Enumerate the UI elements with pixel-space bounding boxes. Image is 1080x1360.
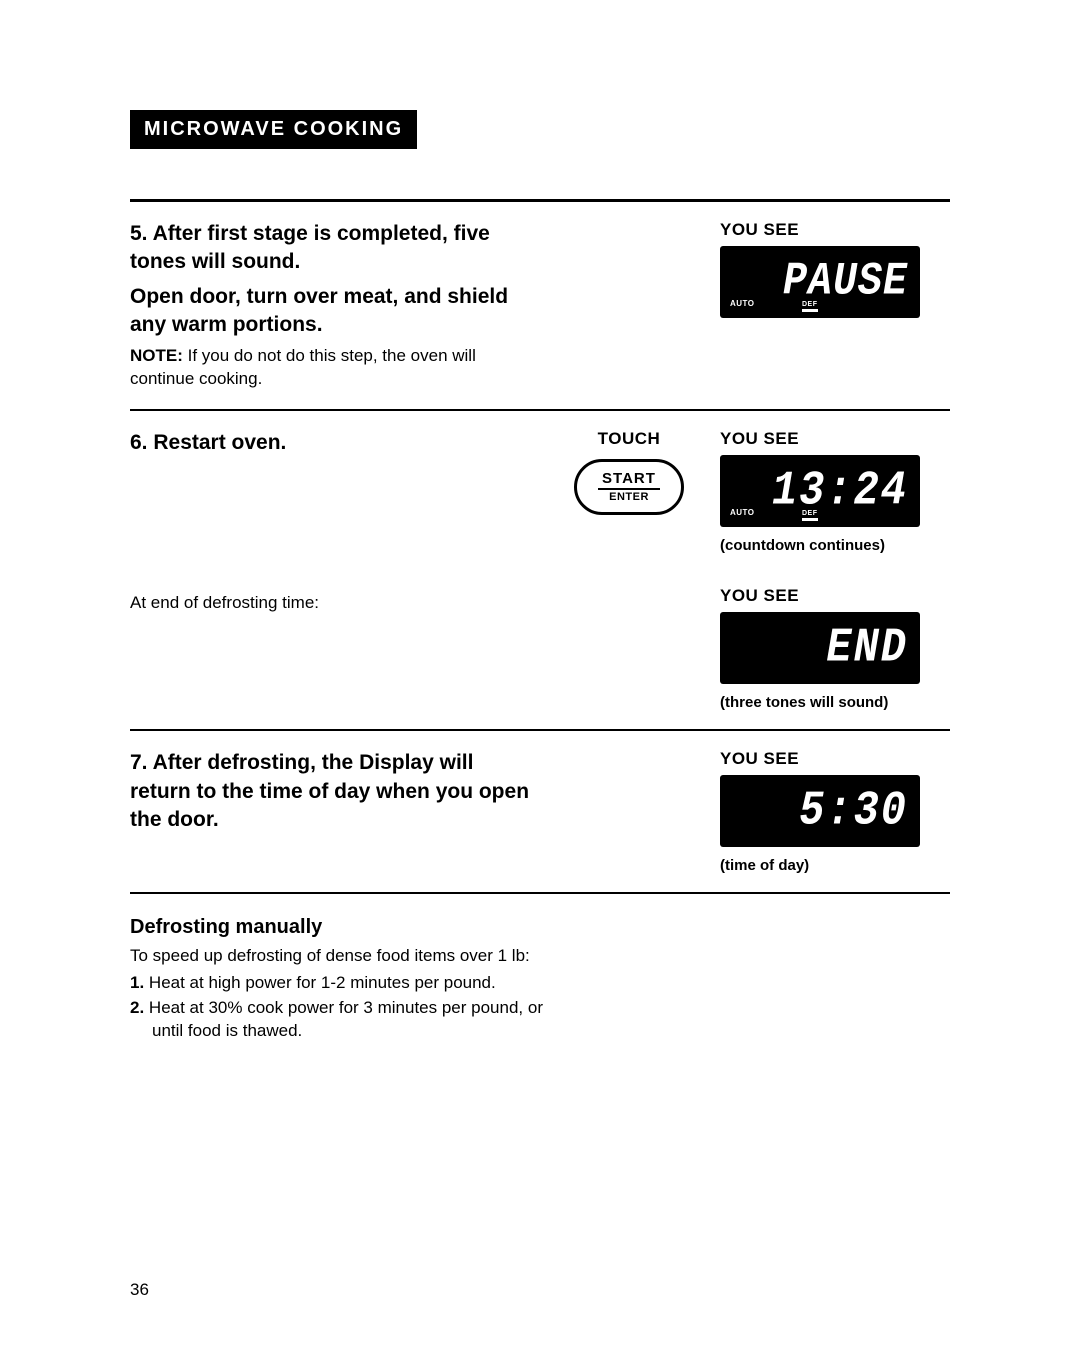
button-sub-label: ENTER xyxy=(609,492,649,503)
section-header: MICROWAVE COOKING xyxy=(130,110,417,149)
countdown-caption: (countdown continues) xyxy=(720,537,950,554)
list-num: 2. xyxy=(130,998,144,1017)
end-of-defrost-label: At end of defrosting time: xyxy=(130,592,538,615)
list-text: Heat at high power for 1-2 minutes per p… xyxy=(149,973,496,992)
button-main-label: START xyxy=(598,471,660,490)
display-countdown: AUTO DEF 13:24 xyxy=(720,455,920,527)
display-pause: AUTO DEF PAUSE xyxy=(720,246,920,318)
you-see-label: YOU SEE xyxy=(720,429,950,449)
defrost-list: 1. Heat at high power for 1-2 minutes pe… xyxy=(130,972,550,1043)
step-5-note: NOTE: If you do not do this step, the ov… xyxy=(130,345,538,391)
display-text: 5:30 xyxy=(799,784,908,839)
divider xyxy=(130,892,950,894)
touch-label: TOUCH xyxy=(554,429,704,449)
display-time-of-day: 5:30 xyxy=(720,775,920,847)
tod-caption: (time of day) xyxy=(720,857,950,874)
auto-indicator: AUTO xyxy=(730,299,755,308)
page-number: 36 xyxy=(130,1280,149,1300)
display-text: 13:24 xyxy=(772,464,908,519)
you-see-label: YOU SEE xyxy=(720,749,950,769)
step-6-sub-row: At end of defrosting time: YOU SEE END (… xyxy=(130,572,950,729)
display-text: PAUSE xyxy=(783,256,908,308)
defrost-intro: To speed up defrosting of dense food ite… xyxy=(130,945,550,968)
you-see-label: YOU SEE xyxy=(720,586,950,606)
note-label: NOTE: xyxy=(130,346,183,365)
auto-indicator: AUTO xyxy=(730,508,755,517)
step-6-title: 6. Restart oven. xyxy=(130,429,538,457)
you-see-label: YOU SEE xyxy=(720,220,950,240)
defrost-heading: Defrosting manually xyxy=(130,916,950,939)
step-5-row: 5. After first stage is completed, five … xyxy=(130,202,950,409)
step-7-title: 7. After defrosting, the Display will re… xyxy=(130,749,538,834)
step-5-title: 5. After first stage is completed, five … xyxy=(130,220,538,277)
display-end: END xyxy=(720,612,920,684)
list-text: Heat at 30% cook power for 3 minutes per… xyxy=(149,998,543,1040)
list-num: 1. xyxy=(130,973,144,992)
display-text: END xyxy=(826,621,908,676)
start-enter-button[interactable]: START ENTER xyxy=(574,459,684,515)
step-6-row: 6. Restart oven. TOUCH START ENTER YOU S… xyxy=(130,411,950,572)
step-5-sub: Open door, turn over meat, and shield an… xyxy=(130,283,538,340)
step-7-row: 7. After defrosting, the Display will re… xyxy=(130,731,950,892)
list-item: 2. Heat at 30% cook power for 3 minutes … xyxy=(130,997,550,1043)
list-item: 1. Heat at high power for 1-2 minutes pe… xyxy=(130,972,550,995)
end-caption: (three tones will sound) xyxy=(720,694,950,711)
